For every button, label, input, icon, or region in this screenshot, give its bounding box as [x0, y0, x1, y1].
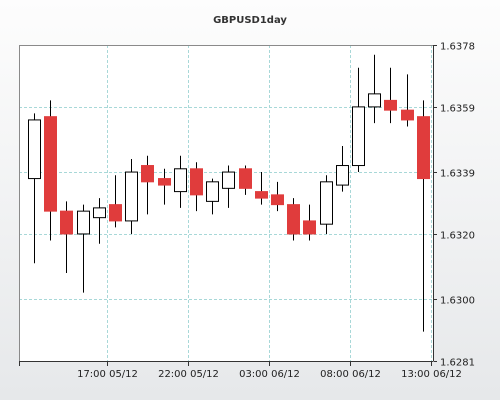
candle-body-down: [287, 204, 300, 235]
y-tick-label: 1.6339: [440, 169, 475, 180]
plot-background: [19, 45, 433, 361]
y-tick-label: 1.6359: [440, 104, 475, 115]
candle-body-up: [28, 119, 41, 180]
candle-body-down: [44, 116, 57, 212]
y-tick-label: 1.6378: [440, 42, 475, 53]
candle-body-up: [222, 171, 235, 189]
candle-body-down: [109, 204, 122, 222]
x-tick-label: 08:00 06/12: [320, 369, 381, 380]
candle-body-down: [60, 210, 73, 235]
candle-body-up: [206, 181, 219, 202]
candle-body-down: [303, 220, 316, 235]
candles: [28, 54, 430, 332]
chart-title: GBPUSD1day: [213, 15, 287, 26]
y-tick-label: 1.6320: [440, 231, 475, 242]
x-tick-label: 13:00 06/12: [401, 369, 462, 380]
candle-body-up: [336, 165, 349, 186]
candle-body-down: [417, 116, 430, 180]
candle-body-down: [271, 194, 284, 206]
x-tick-label: 03:00 06/12: [239, 369, 300, 380]
candle-body-down: [190, 168, 203, 196]
x-tick-label: 22:00 05/12: [158, 369, 219, 380]
y-tick-label: 1.6281: [440, 358, 475, 369]
candle-body-down: [158, 178, 171, 186]
axes: 1.6281 1.6300 1.6320 1.6339 1.6359 1.6378 17:0…: [19, 42, 475, 380]
candle-body-up: [77, 210, 90, 235]
candle-body-down: [401, 109, 414, 121]
candle-body-down: [255, 191, 268, 199]
candle-body-up: [174, 168, 187, 193]
candle-body-down: [239, 168, 252, 189]
x-tick-label: 17:00 05/12: [77, 369, 138, 380]
y-tick-label: 1.6300: [440, 296, 475, 307]
candle-body-up: [368, 93, 381, 108]
candle-body-down: [141, 165, 154, 183]
candle-body-up: [320, 181, 333, 225]
candle-body-up: [352, 106, 365, 167]
candle-body-up: [93, 207, 106, 219]
candle-body-up: [125, 171, 138, 222]
candle-body-down: [384, 99, 397, 111]
